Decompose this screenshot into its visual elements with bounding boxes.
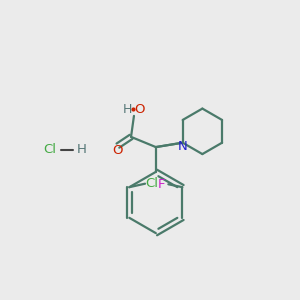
Text: O: O xyxy=(112,144,123,157)
Text: Cl: Cl xyxy=(145,177,158,190)
Text: H: H xyxy=(76,143,86,157)
Text: H: H xyxy=(123,103,132,116)
Text: N: N xyxy=(178,140,188,153)
Text: O: O xyxy=(134,103,145,116)
Text: F: F xyxy=(158,178,165,191)
Text: Cl: Cl xyxy=(43,143,56,157)
